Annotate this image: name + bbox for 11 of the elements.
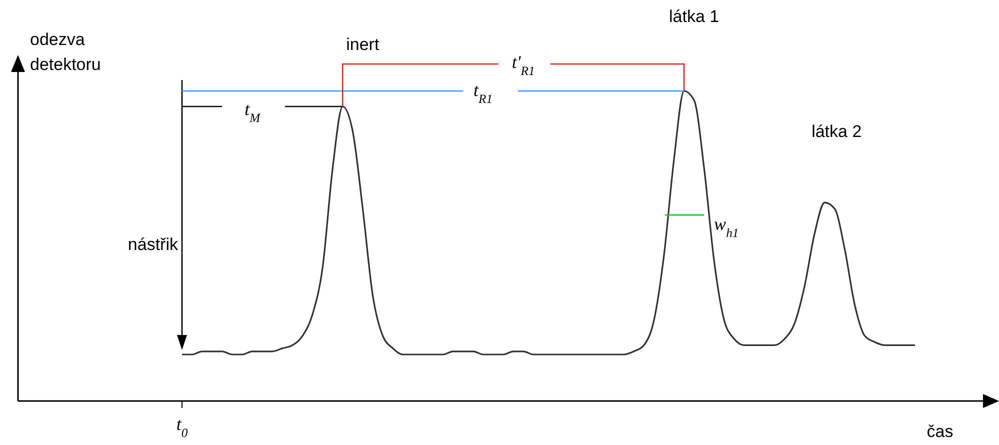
annotation: látka 2 — [812, 122, 862, 141]
annotation: w$_{h1}$ — [714, 214, 739, 240]
annotation: t$_{R1}$ — [474, 80, 493, 106]
annotation: t$_{M}$ — [244, 99, 262, 125]
annotation: nástřik — [128, 235, 178, 254]
y-axis-title: odezva detektoru — [30, 30, 101, 74]
text: látka 1 — [669, 7, 720, 26]
text: t'$_{R1}$ — [512, 52, 535, 78]
x-axis-title: čas — [926, 422, 954, 441]
text: t$_{0}$ — [176, 414, 188, 440]
text: inert — [346, 35, 380, 54]
